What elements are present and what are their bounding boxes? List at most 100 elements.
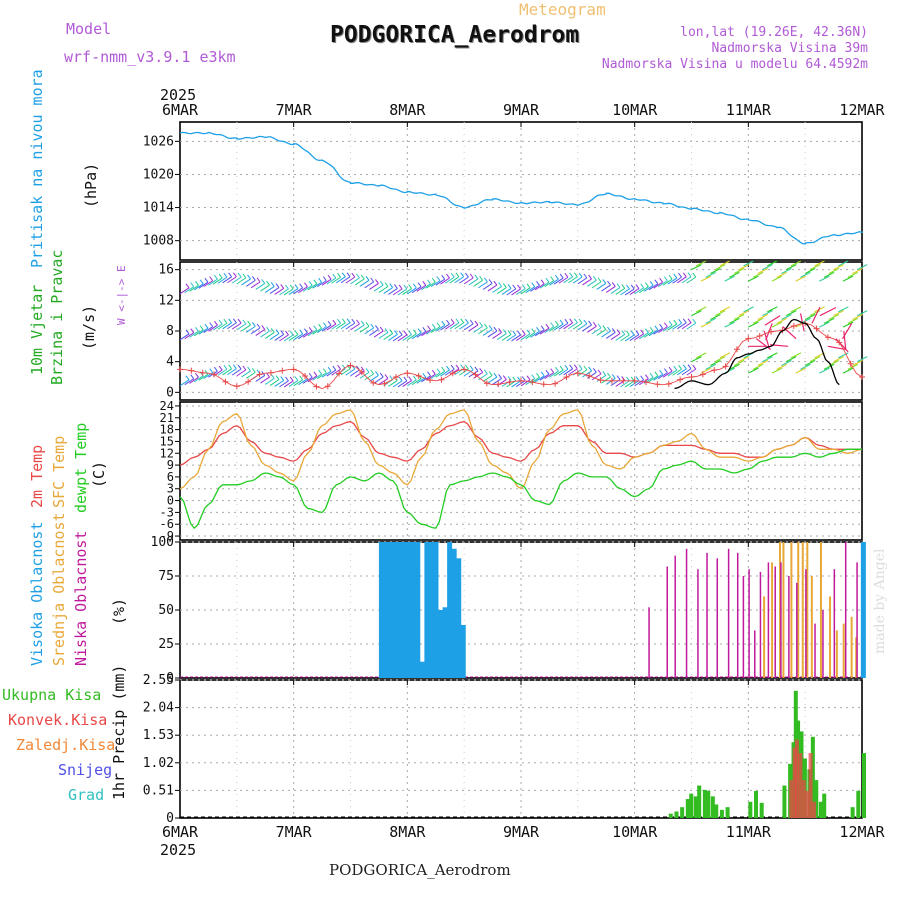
wind-barb — [482, 283, 493, 290]
wind-barb-flag — [289, 330, 294, 336]
wind-barb-flag — [356, 319, 360, 325]
wind-barb-flag — [412, 329, 417, 335]
wind-barb-flag — [659, 369, 664, 375]
wind-barb — [842, 275, 854, 282]
wind-barb-flag — [474, 274, 479, 280]
wind-barb-flag — [469, 365, 474, 371]
wind-barb-flag — [507, 284, 512, 289]
wind-barb — [392, 334, 403, 342]
wind-barb-flag — [218, 319, 223, 325]
wind-barb-flag — [313, 371, 318, 377]
wind-barb — [814, 260, 825, 267]
wind-barb-flag — [266, 280, 270, 286]
wind-barb — [492, 286, 502, 293]
wind-barb-flag — [375, 279, 379, 284]
wind-barb-flag — [209, 368, 214, 373]
wind-barb — [312, 327, 322, 335]
wind-barb-flag — [275, 329, 280, 334]
wind-barb — [615, 334, 625, 341]
wind-barb-flag — [204, 369, 209, 375]
wind-barb — [430, 372, 441, 380]
wind-barb — [274, 380, 284, 387]
wind-barb-flag — [280, 330, 285, 335]
temp-frame — [179, 401, 863, 541]
wind-barb-flag — [526, 329, 531, 335]
wind-barb — [397, 288, 408, 296]
wind-barb-flag — [692, 318, 697, 324]
wind-barb-flag — [517, 284, 521, 290]
wind-barb-flag — [351, 272, 356, 278]
wind-barb-flag — [446, 319, 450, 325]
wind-barb — [648, 283, 659, 291]
wind-barb-flag — [616, 329, 621, 334]
wind-barb-flag — [663, 322, 668, 327]
wind-barb — [364, 327, 374, 335]
pressure-ytick-label: 1008 — [143, 234, 174, 249]
wind-barb — [620, 380, 630, 388]
precip-total-bar — [719, 809, 724, 818]
wind-barb-flag — [578, 364, 583, 370]
wind-barb — [705, 363, 716, 370]
cloud-mid-bar — [782, 542, 785, 678]
wind-barb-flag — [673, 273, 678, 279]
wind-barb — [681, 276, 692, 284]
temp-ytick-label: 0 — [167, 494, 174, 508]
wind-barb — [629, 334, 640, 341]
wind-barb — [407, 379, 417, 387]
wind-barb — [804, 268, 816, 274]
wind-barb — [710, 360, 721, 366]
wind-barb-flag — [682, 364, 687, 370]
wind-barb-flag — [237, 318, 242, 324]
year-top-label: 2025 — [160, 86, 196, 104]
wind-barb — [658, 280, 668, 288]
wind-barb-flag — [498, 328, 502, 333]
wind-barb-flag — [403, 376, 408, 382]
wind-barb — [283, 334, 294, 342]
lonlat-text: lon,lat (19.26E, 42.36N) — [680, 25, 868, 40]
wind-barb — [506, 334, 517, 342]
wind-barb-flag — [455, 318, 460, 324]
cloud-low-bar — [774, 566, 776, 678]
cloud-low-bar — [833, 569, 836, 678]
wind-barb-flag — [237, 364, 242, 370]
wind-barb — [677, 276, 687, 284]
wind-barb-flag — [517, 376, 521, 382]
wind-barb — [819, 321, 830, 328]
xtick-top-label: 12MAR — [839, 101, 885, 119]
wind-barb-flag — [607, 326, 611, 332]
temp-ytick-label: 3 — [167, 482, 174, 496]
wind-barb-flag — [460, 272, 465, 278]
cloud-mid-bar — [763, 596, 766, 678]
wind-barb-flag — [261, 279, 266, 284]
wind-barb — [260, 330, 270, 338]
wind-barb-flag — [536, 373, 540, 378]
wind-barb — [662, 278, 673, 286]
wind-barb — [198, 281, 209, 289]
wind-barb — [217, 322, 228, 330]
wind-barb — [359, 325, 370, 333]
wind-barb — [397, 334, 408, 342]
wind-barb-flag — [493, 326, 498, 332]
precip-total-bar — [674, 811, 679, 818]
wind-barb — [601, 376, 611, 384]
wind-barb — [842, 321, 854, 328]
wind-barb — [326, 369, 337, 377]
xtick-bottom-label: 10MAR — [612, 823, 658, 841]
cloud-mid-bar — [855, 637, 858, 678]
wind-barb — [378, 378, 389, 385]
wind-barb — [767, 260, 778, 267]
wind-barb — [677, 368, 687, 376]
wind-barb — [440, 277, 450, 285]
wind-barb — [587, 325, 597, 333]
wind-barb — [340, 276, 351, 284]
wind-barb — [525, 286, 536, 294]
wind-barb-flag — [630, 330, 635, 336]
cloud-low-bar — [674, 555, 676, 678]
wind-barb — [212, 323, 223, 331]
meteogram-label: Meteogram — [519, 0, 606, 19]
wind-barb-flag — [228, 318, 233, 324]
precip-total-bar — [810, 736, 815, 818]
wind-barb — [804, 314, 816, 320]
wind-barb-flag — [583, 365, 588, 371]
wind-barb-flag — [512, 376, 517, 382]
